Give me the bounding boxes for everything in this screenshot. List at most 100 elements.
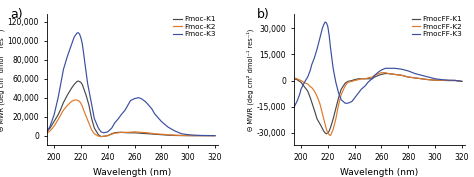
FmocFF-K2 (365, 77, 371, 79)
Fmoc-K3 (95, 127, 101, 129)
FmocFF-K3 (308, 69, 313, 71)
FmocFF-K1 (376, 74, 382, 76)
Fmoc-K1 (205, 135, 211, 137)
Fmoc-K1 (47, 127, 53, 129)
Fmoc-K1 (105, 135, 110, 137)
FmocFF-K2 (308, 85, 313, 88)
FmocFF-K3 (326, 34, 332, 36)
FmocFF-K1 (439, 79, 445, 81)
Fmoc-K1 (179, 135, 184, 137)
FmocFF-K1 (321, 130, 327, 132)
FmocFF-K1 (356, 78, 362, 80)
Fmoc-K2 (205, 135, 211, 137)
FmocFF-K2 (385, 72, 391, 75)
FmocFF-K2 (319, 113, 325, 115)
FmocFF-K2 (412, 77, 418, 79)
Fmoc-K3 (179, 133, 184, 135)
FmocFF-K2 (439, 79, 445, 81)
FmocFF-K2 (342, 85, 348, 87)
Fmoc-K3 (55, 97, 61, 99)
FmocFF-K3 (358, 88, 364, 90)
Fmoc-K1 (95, 134, 101, 136)
Fmoc-K1 (165, 134, 171, 136)
FmocFF-K1 (358, 78, 364, 80)
Fmoc-K2 (58, 114, 64, 116)
FmocFF-K3 (314, 48, 320, 50)
FmocFF-K3 (294, 100, 300, 102)
Fmoc-K2 (116, 132, 121, 134)
Fmoc-K2 (45, 132, 50, 134)
FmocFF-K2 (318, 107, 324, 110)
Line: FmocFF-K1: FmocFF-K1 (294, 73, 462, 134)
Text: b): b) (257, 8, 270, 21)
Fmoc-K1 (86, 104, 92, 106)
FmocFF-K3 (316, 43, 321, 45)
FmocFF-K3 (432, 78, 438, 80)
FmocFF-K1 (301, 85, 307, 87)
FmocFF-K2 (383, 72, 388, 74)
FmocFF-K1 (314, 118, 320, 120)
FmocFF-K3 (333, 81, 338, 83)
Fmoc-K3 (75, 32, 81, 34)
FmocFF-K3 (305, 76, 310, 78)
Fmoc-K2 (152, 133, 157, 135)
Fmoc-K1 (118, 131, 124, 133)
Fmoc-K1 (138, 132, 144, 134)
FmocFF-K1 (352, 79, 357, 81)
Fmoc-K3 (58, 82, 64, 84)
Fmoc-K1 (72, 83, 77, 85)
Fmoc-K3 (122, 109, 128, 111)
FmocFF-K3 (405, 70, 411, 72)
FmocFF-K1 (325, 132, 331, 134)
Fmoc-K2 (51, 125, 57, 127)
FmocFF-K3 (317, 38, 323, 40)
Fmoc-K2 (81, 109, 86, 111)
FmocFF-K3 (379, 69, 384, 71)
FmocFF-K3 (372, 74, 378, 76)
FmocFF-K2 (452, 79, 458, 82)
Fmoc-K2 (61, 109, 66, 111)
Fmoc-K2 (118, 131, 124, 133)
FmocFF-K2 (330, 128, 336, 130)
FmocFF-K3 (376, 71, 382, 73)
Fmoc-K1 (102, 135, 108, 137)
FmocFF-K1 (372, 76, 378, 78)
Fmoc-K2 (179, 134, 184, 136)
Fmoc-K3 (77, 33, 82, 35)
Fmoc-K3 (45, 130, 50, 132)
Fmoc-K3 (158, 120, 164, 122)
Fmoc-K1 (109, 133, 115, 135)
FmocFF-K1 (363, 78, 368, 80)
Fmoc-K2 (72, 99, 77, 101)
Fmoc-K2 (109, 133, 115, 135)
FmocFF-K2 (426, 79, 431, 81)
Fmoc-K3 (80, 42, 85, 45)
FmocFF-K3 (328, 46, 333, 48)
Fmoc-K2 (212, 135, 218, 137)
Line: FmocFF-K2: FmocFF-K2 (294, 73, 462, 136)
Fmoc-K3 (101, 132, 107, 134)
FmocFF-K3 (419, 74, 424, 76)
Fmoc-K3 (81, 52, 86, 54)
FmocFF-K1 (365, 78, 371, 80)
FmocFF-K2 (432, 79, 438, 81)
FmocFF-K1 (383, 72, 388, 75)
FmocFF-K3 (311, 57, 317, 59)
FmocFF-K2 (369, 76, 375, 78)
FmocFF-K3 (352, 97, 357, 99)
FmocFF-K1 (446, 79, 451, 82)
FmocFF-K1 (405, 76, 411, 78)
FmocFF-K3 (459, 80, 465, 82)
Fmoc-K2 (75, 99, 81, 102)
FmocFF-K1 (318, 125, 324, 127)
Fmoc-K3 (142, 100, 148, 102)
FmocFF-K2 (328, 135, 333, 137)
Fmoc-K3 (212, 135, 218, 137)
Fmoc-K3 (61, 68, 66, 70)
FmocFF-K2 (305, 83, 310, 85)
Fmoc-K3 (149, 108, 155, 110)
FmocFF-K2 (298, 79, 304, 82)
Fmoc-K2 (185, 135, 191, 137)
Fmoc-K3 (152, 113, 157, 115)
FmocFF-K2 (322, 123, 328, 125)
